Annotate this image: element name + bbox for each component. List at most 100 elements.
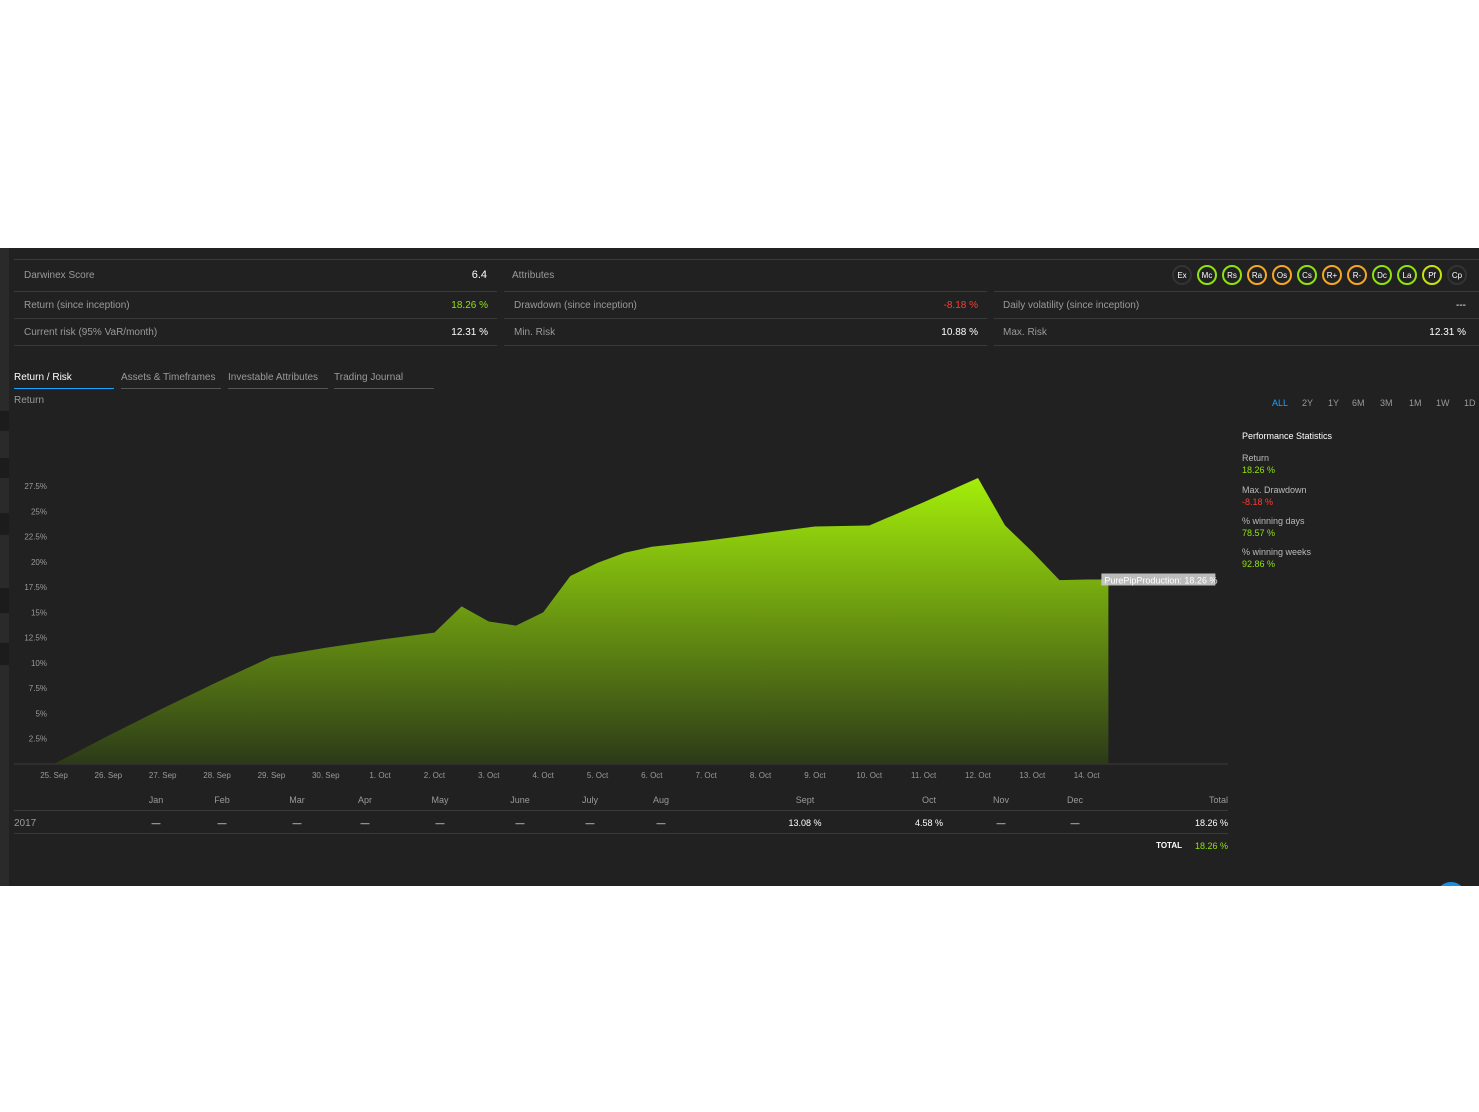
min-risk-value: 10.88 % <box>941 327 978 338</box>
volatility-label: Daily volatility (since inception) <box>1003 300 1140 311</box>
attribute-badge-pf[interactable]: Pf <box>1422 265 1442 285</box>
attribute-badge-os[interactable]: Os <box>1272 265 1292 285</box>
y-tick-label: 5% <box>35 709 47 718</box>
x-tick-label: 2. Oct <box>424 771 446 780</box>
range-all-button[interactable]: ALL <box>1272 398 1289 408</box>
month-value: — <box>292 818 302 828</box>
y-tick-label: 7.5% <box>29 684 47 693</box>
month-value: — <box>217 818 227 828</box>
tab-return-risk[interactable]: Return / Risk <box>14 372 114 389</box>
month-header: Apr <box>357 795 373 805</box>
return-value: 18.26 % <box>451 300 488 311</box>
perf-winning-weeks-label: % winning weeks <box>1242 547 1312 557</box>
perf-drawdown-value: -8.18 % <box>1242 497 1274 507</box>
month-header: May <box>431 795 449 805</box>
total-value: 18.26 % <box>1194 841 1228 851</box>
y-tick-label: 22.5% <box>24 533 47 542</box>
y-tick-label: 10% <box>31 659 47 668</box>
y-tick-label: 25% <box>31 507 47 516</box>
attribute-badge-cp[interactable]: Cp <box>1447 265 1467 285</box>
tab-assets-timeframes[interactable]: Assets & Timeframes <box>121 372 221 389</box>
x-tick-label: 30. Sep <box>312 771 340 780</box>
range-1w-button[interactable]: 1W <box>1436 398 1450 408</box>
month-value: — <box>656 818 666 828</box>
perf-winning-weeks-value: 92.86 % <box>1242 559 1276 569</box>
attribute-badge-rs[interactable]: Rs <box>1222 265 1242 285</box>
range-3m-button[interactable]: 3M <box>1380 398 1393 408</box>
help-chat-button[interactable] <box>1436 882 1466 886</box>
range-2y-button[interactable]: 2Y <box>1302 398 1314 408</box>
x-tick-label: 1. Oct <box>369 771 391 780</box>
month-value: — <box>151 818 161 828</box>
dashboard-panel: Darwinex Score 6.4 Attributes Ex Mc Rs Ra Os… <box>0 248 1479 886</box>
attribute-badges: Ex Mc Rs Ra Os Cs R+ R- Dc La Pf Cp <box>1172 265 1467 285</box>
return-area <box>54 478 1109 764</box>
month-value: 4.58 % <box>914 818 944 828</box>
range-1m-button[interactable]: 1M <box>1409 398 1422 408</box>
performance-title: Performance Statistics <box>1242 431 1333 441</box>
attribute-badge-cs[interactable]: Cs <box>1297 265 1317 285</box>
total-label: TOTAL <box>1156 841 1182 850</box>
x-tick-label: 14. Oct <box>1074 771 1101 780</box>
x-tick-label: 10. Oct <box>856 771 883 780</box>
month-value: 13.08 % <box>788 818 822 828</box>
x-tick-label: 5. Oct <box>587 771 609 780</box>
x-tick-label: 12. Oct <box>965 771 992 780</box>
x-tick-label: 28. Sep <box>203 771 231 780</box>
perf-return-label: Return <box>1242 453 1270 463</box>
x-tick-label: 11. Oct <box>911 771 937 780</box>
y-tick-label: 2.5% <box>29 735 47 744</box>
current-risk-value: 12.31 % <box>451 327 488 338</box>
perf-return-value: 18.26 % <box>1242 465 1276 475</box>
attribute-badge-dc[interactable]: Dc <box>1372 265 1392 285</box>
y-tick-label: 27.5% <box>24 482 47 491</box>
series-tooltip: PurePipProduction: 18.26 % <box>1101 573 1217 586</box>
perf-drawdown-label: Max. Drawdown <box>1242 485 1307 495</box>
x-tick-label: 9. Oct <box>804 771 826 780</box>
x-tick-label: 29. Sep <box>258 771 286 780</box>
range-1d-button[interactable]: 1D <box>1464 398 1476 408</box>
tab-investable-attributes[interactable]: Investable Attributes <box>228 372 328 389</box>
month-header: Nov <box>992 795 1010 805</box>
month-header: July <box>581 795 599 805</box>
x-tick-label: 4. Oct <box>532 771 554 780</box>
perf-winning-days-value: 78.57 % <box>1242 528 1276 538</box>
month-header: Dec <box>1066 795 1084 805</box>
y-tick-label: 20% <box>31 558 47 567</box>
x-tick-label: 7. Oct <box>696 771 718 780</box>
score-label: Darwinex Score <box>24 270 95 281</box>
attribute-badge-ex[interactable]: Ex <box>1172 265 1192 285</box>
attribute-badge-la[interactable]: La <box>1397 265 1417 285</box>
return-chart: 2.5% 5% 7.5% 10% 12.5% 15% 17.5% 20% 22.5% 25% 27.… <box>14 478 1228 780</box>
volatility-value: --- <box>1456 300 1466 311</box>
x-tick-label: 27. Sep <box>149 771 177 780</box>
return-label: Return (since inception) <box>24 300 130 311</box>
month-header: June <box>510 795 530 805</box>
drawdown-value: -8.18 % <box>943 300 978 311</box>
current-risk-label: Current risk (95% VaR/month) <box>24 327 158 338</box>
month-header: Oct <box>921 795 937 805</box>
attribute-badge-ra[interactable]: Ra <box>1247 265 1267 285</box>
x-tick-label: 25. Sep <box>40 771 68 780</box>
y-tick-label: 12.5% <box>24 634 47 643</box>
y-tick-label: 17.5% <box>24 583 47 592</box>
attribute-badge-rplus[interactable]: R+ <box>1322 265 1342 285</box>
month-header: Total <box>1208 795 1228 805</box>
month-header: Feb <box>214 795 230 805</box>
x-tick-label: 3. Oct <box>478 771 500 780</box>
tab-trading-journal[interactable]: Trading Journal <box>334 372 434 389</box>
attribute-badge-rminus[interactable]: R- <box>1347 265 1367 285</box>
min-risk-label: Min. Risk <box>514 327 556 338</box>
chart-section-label: Return <box>14 395 45 406</box>
attribute-badge-mc[interactable]: Mc <box>1197 265 1217 285</box>
month-value: — <box>360 818 370 828</box>
month-header: Sept <box>795 795 815 805</box>
month-header: Mar <box>289 795 305 805</box>
range-1y-button[interactable]: 1Y <box>1328 398 1340 408</box>
score-value: 6.4 <box>471 269 487 281</box>
perf-winning-days-label: % winning days <box>1242 516 1305 526</box>
x-tick-label: 13. Oct <box>1019 771 1046 780</box>
range-6m-button[interactable]: 6M <box>1352 398 1365 408</box>
x-tick-label: 8. Oct <box>750 771 772 780</box>
tooltip-text: PurePipProduction: 18.26 % <box>1104 575 1217 585</box>
